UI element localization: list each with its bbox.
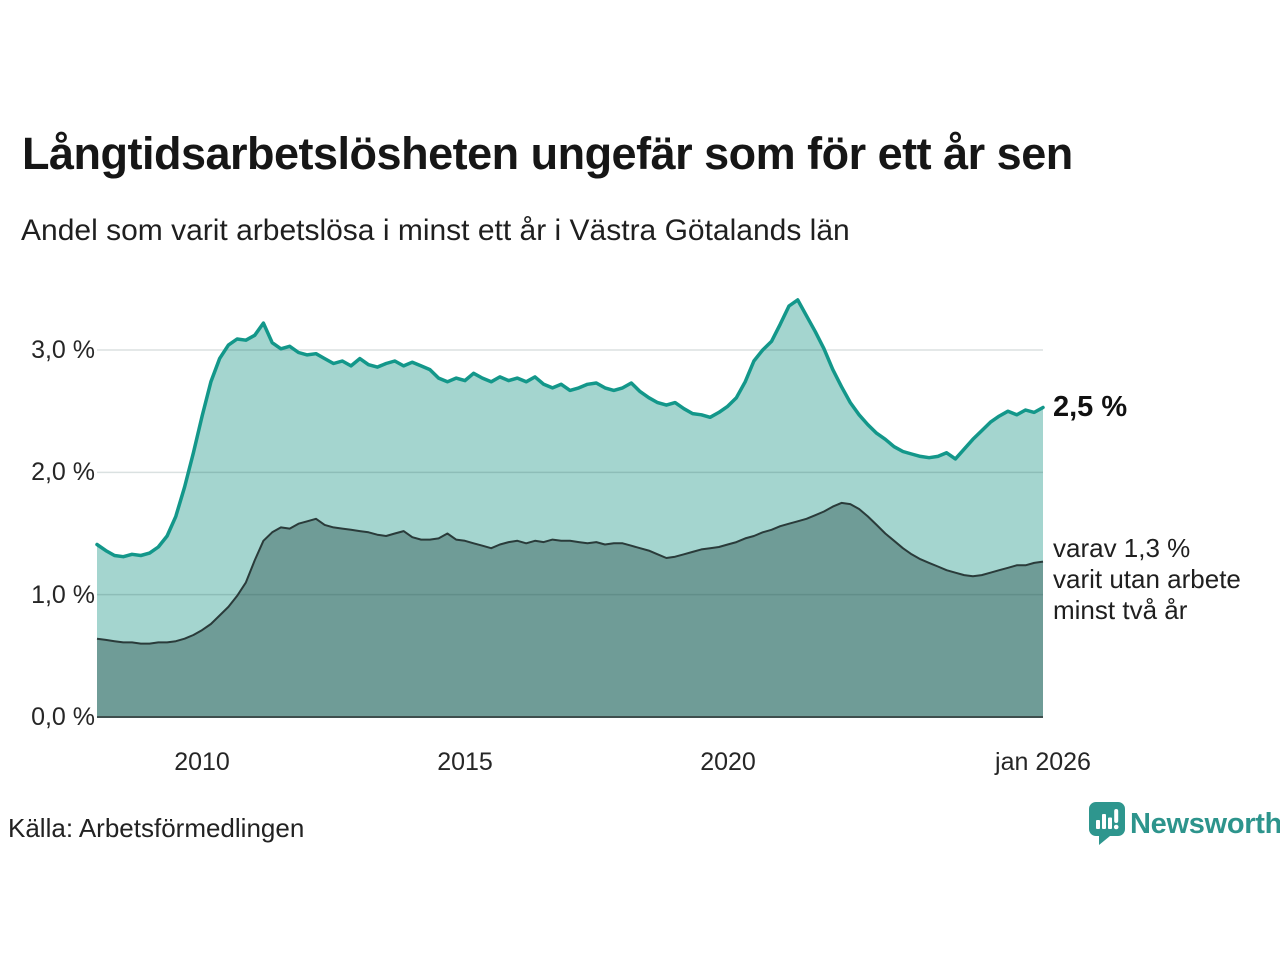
newsworthy-logo: Newsworthy <box>1088 801 1280 847</box>
y-axis-tick-label-1: 1,0 % <box>31 581 95 609</box>
x-axis-tick-label-jan-2026: jan 2026 <box>995 748 1091 776</box>
y-axis-tick-label-2: 2,0 % <box>31 458 95 486</box>
annotation-two-year-line-1: varav 1,3 % <box>1053 533 1191 563</box>
x-axis-tick-label-2010: 2010 <box>174 748 230 776</box>
annotation-two-year-line-2: varit utan arbete <box>1053 564 1241 594</box>
x-axis-tick-label-2015: 2015 <box>437 748 493 776</box>
chart-subtitle: Andel som varit arbetslösa i minst ett å… <box>21 214 850 247</box>
y-axis-tick-label-3: 3,0 % <box>31 336 95 364</box>
newsworthy-logo-icon <box>1089 802 1125 845</box>
total-series-line <box>95 298 1045 559</box>
two-year-series-line <box>96 501 1044 645</box>
chart-title: Långtidsarbetslösheten ungefär som för e… <box>22 128 1073 179</box>
two-year-series-area <box>97 502 1043 717</box>
x-axis-tick-label-2020: 2020 <box>700 748 756 776</box>
gridlines <box>97 349 1043 596</box>
y-axis-tick-label-0: 0,0 % <box>31 703 95 731</box>
newsworthy-wordmark: Newsworthy <box>1130 808 1280 840</box>
annotation-latest-total: 2,5 % <box>1053 391 1128 423</box>
source-credit: Källa: Arbetsförmedlingen <box>8 813 305 843</box>
annotation-two-year-line-3: minst två år <box>1053 595 1188 625</box>
annotation-latest-two-year: varav 1,3 % varit utan arbete minst två … <box>1053 533 1241 626</box>
